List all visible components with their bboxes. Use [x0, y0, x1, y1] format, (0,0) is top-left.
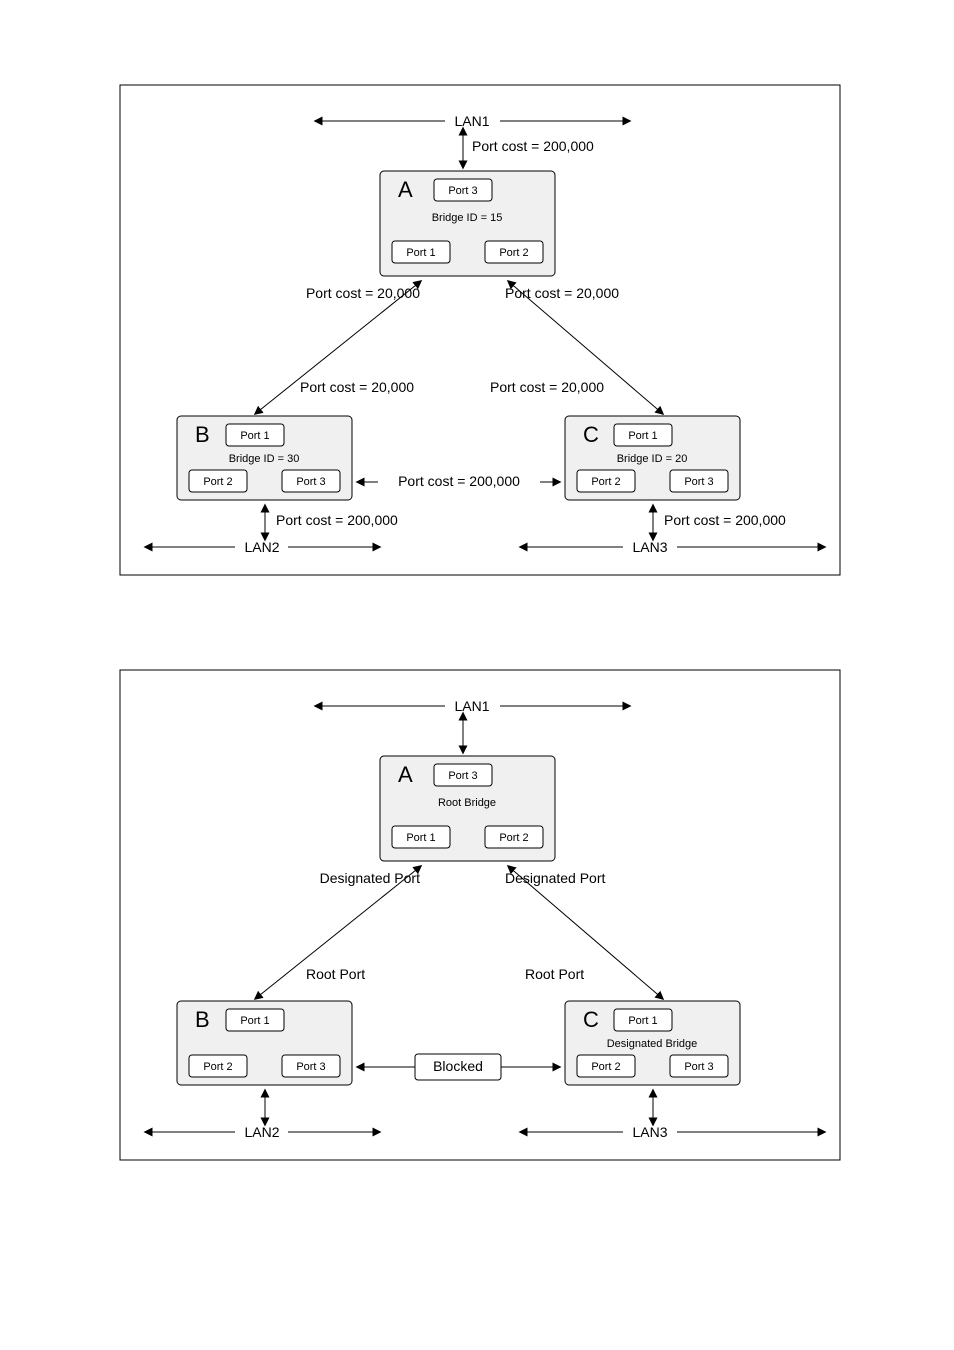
bridge-C2-sub: Designated Bridge — [607, 1038, 698, 1050]
bridge-B-letter: B — [195, 422, 210, 447]
bridge-A-2: A Port 3 Root Bridge Port 1 Port 2 — [380, 756, 555, 861]
svg-text:Port 1: Port 1 — [240, 430, 269, 442]
bridge-A2-port2: Port 2 — [485, 826, 543, 848]
bridge-B-2: B Port 1 Port 2 Port 3 — [177, 1001, 352, 1085]
svg-text:Port cost = 200,000: Port cost = 200,000 — [398, 473, 520, 489]
bridge-A-port1: Port 1 — [392, 241, 450, 263]
lan3-label-2: LAN3 — [632, 1124, 667, 1140]
lan1-group-2: LAN1 — [315, 698, 630, 714]
cost-A-top: Port cost = 200,000 — [472, 138, 594, 154]
bridge-B-sub: Bridge ID = 30 — [229, 453, 300, 465]
bridge-A-letter: A — [398, 177, 413, 202]
svg-text:Port 1: Port 1 — [628, 1015, 657, 1027]
bridge-B2-port1: Port 1 — [226, 1009, 284, 1031]
bridge-C2-port1: Port 1 — [614, 1009, 672, 1031]
bridge-B2-port3: Port 3 — [282, 1055, 340, 1077]
lan1-label: LAN1 — [454, 113, 489, 129]
svg-text:Port 1: Port 1 — [628, 430, 657, 442]
bridge-C-port1: Port 1 — [614, 424, 672, 446]
cost-C-bot: Port cost = 200,000 — [664, 512, 786, 528]
svg-text:Port 2: Port 2 — [591, 476, 620, 488]
bridge-B2-port2: Port 2 — [189, 1055, 247, 1077]
bridge-A2-port3: Port 3 — [434, 764, 492, 786]
svg-text:Port 3: Port 3 — [296, 1061, 325, 1073]
svg-text:Port 3: Port 3 — [296, 476, 325, 488]
bridge-A-port2: Port 2 — [485, 241, 543, 263]
bridge-B-port2: Port 2 — [189, 470, 247, 492]
bridge-C-letter: C — [583, 422, 599, 447]
bridge-A2-sub: Root Bridge — [438, 797, 496, 809]
lan2-group-2: LAN2 — [145, 1124, 380, 1140]
lan2-label: LAN2 — [244, 539, 279, 555]
cost-A-p1: Port cost = 20,000 — [306, 285, 420, 301]
lan2-label-2: LAN2 — [244, 1124, 279, 1140]
svg-text:Port 2: Port 2 — [591, 1061, 620, 1073]
page: LAN1 Port cost = 200,000 A Port 3 Bridge… — [0, 0, 954, 1350]
cost-A-p2: Port cost = 20,000 — [505, 285, 619, 301]
lbl-A-p2: Designated Port — [505, 870, 606, 886]
lan1-label-2: LAN1 — [454, 698, 489, 714]
bridge-A2-port1: Port 1 — [392, 826, 450, 848]
lbl-C-p1: Root Port — [525, 966, 584, 982]
bridge-C-port3: Port 3 — [670, 470, 728, 492]
bridge-C-2: C Port 1 Designated Bridge Port 2 Port 3 — [565, 1001, 740, 1085]
figure1-frame — [120, 85, 840, 575]
bridge-C-port2: Port 2 — [577, 470, 635, 492]
svg-text:Port 2: Port 2 — [203, 476, 232, 488]
bridge-C2-port3: Port 3 — [670, 1055, 728, 1077]
svg-text:Port 3: Port 3 — [448, 770, 477, 782]
lbl-BC: Blocked — [433, 1058, 483, 1074]
cost-C-p1: Port cost = 20,000 — [490, 379, 604, 395]
bridge-B-port1: Port 1 — [226, 424, 284, 446]
bridge-C-sub: Bridge ID = 20 — [617, 453, 688, 465]
svg-text:C: C — [583, 1007, 599, 1032]
svg-text:Port 3: Port 3 — [684, 476, 713, 488]
bridge-B-port3: Port 3 — [282, 470, 340, 492]
svg-text:Port 2: Port 2 — [499, 247, 528, 259]
figure2-frame — [120, 670, 840, 1160]
svg-text:Port 1: Port 1 — [240, 1015, 269, 1027]
lan3-group-2: LAN3 — [520, 1124, 825, 1140]
svg-text:Port 3: Port 3 — [448, 185, 477, 197]
figure-2: LAN1 A Port 3 Root Bridge Port 1 Port 2 … — [120, 670, 840, 1160]
bridge-A-port3: Port 3 — [434, 179, 492, 201]
lbl-B-p1: Root Port — [306, 966, 365, 982]
lan3-label: LAN3 — [632, 539, 667, 555]
svg-text:A: A — [398, 762, 413, 787]
bridge-C2-port2: Port 2 — [577, 1055, 635, 1077]
cost-B-bot: Port cost = 200,000 — [276, 512, 398, 528]
svg-text:Port 3: Port 3 — [684, 1061, 713, 1073]
diagram-svg: LAN1 Port cost = 200,000 A Port 3 Bridge… — [0, 0, 954, 1350]
svg-text:Port 1: Port 1 — [406, 832, 435, 844]
bridge-C: C Port 1 Bridge ID = 20 Port 2 Port 3 — [565, 416, 740, 500]
svg-text:B: B — [195, 1007, 210, 1032]
bridge-A: A Port 3 Bridge ID = 15 Port 1 Port 2 — [380, 171, 555, 276]
bridge-B: B Port 1 Bridge ID = 30 Port 2 Port 3 — [177, 416, 352, 500]
svg-text:Port 2: Port 2 — [203, 1061, 232, 1073]
lbl-A-p1: Designated Port — [320, 870, 421, 886]
lan3-group: LAN3 — [520, 539, 825, 555]
lan1-group: LAN1 — [315, 113, 630, 129]
svg-text:Port 2: Port 2 — [499, 832, 528, 844]
svg-text:Port 1: Port 1 — [406, 247, 435, 259]
figure-1: LAN1 Port cost = 200,000 A Port 3 Bridge… — [120, 85, 840, 575]
bridge-A-sub: Bridge ID = 15 — [432, 212, 503, 224]
lan2-group: LAN2 — [145, 539, 380, 555]
cost-B-p1: Port cost = 20,000 — [300, 379, 414, 395]
